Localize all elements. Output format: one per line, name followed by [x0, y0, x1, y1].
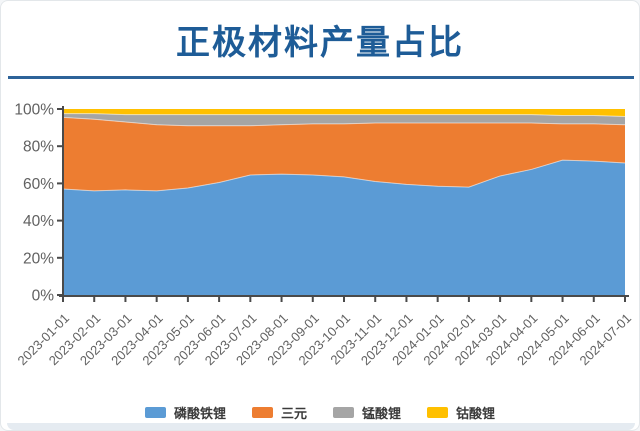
- series-boundary-ternary: [62, 116, 626, 127]
- legend-item-lco: 钴酸锂: [427, 403, 495, 422]
- y-tick-label: 40%: [23, 213, 54, 230]
- y-tick-label: 20%: [23, 250, 54, 267]
- legend-swatch-lfp: [144, 407, 166, 418]
- y-tick-label: 100%: [14, 102, 54, 119]
- legend-label-ternary: 三元: [280, 406, 307, 421]
- series-boundary-lmo: [63, 113, 626, 117]
- legend-item-lfp: 磷酸铁锂: [144, 403, 226, 422]
- legend-item-lmo: 锰酸锂: [333, 403, 401, 422]
- y-tick-label: 0%: [32, 288, 55, 305]
- legend-swatch-ternary: [251, 407, 273, 418]
- page-title: 正极材料产量占比: [176, 24, 464, 62]
- series-area-ternary: [63, 117, 625, 191]
- legend-item-ternary: 三元: [251, 403, 307, 422]
- legend-label-lco: 钴酸锂: [456, 406, 496, 421]
- legend-swatch-lmo: [333, 407, 354, 418]
- legend-label-lmo: 锰酸锂: [362, 406, 402, 421]
- title-divider: [8, 76, 634, 79]
- bottom-strip: [7, 423, 635, 430]
- legend-swatch-lco: [427, 407, 449, 418]
- y-tick-label: 60%: [23, 176, 54, 193]
- series-boundary-lfp: [62, 159, 626, 192]
- y-tick-label: 80%: [23, 139, 54, 156]
- series-area-lfp: [63, 160, 625, 295]
- legend-label-lfp: 磷酸铁锂: [173, 406, 226, 421]
- legend: 磷酸铁锂 三元 锰酸锂 钴酸锂: [1, 403, 639, 422]
